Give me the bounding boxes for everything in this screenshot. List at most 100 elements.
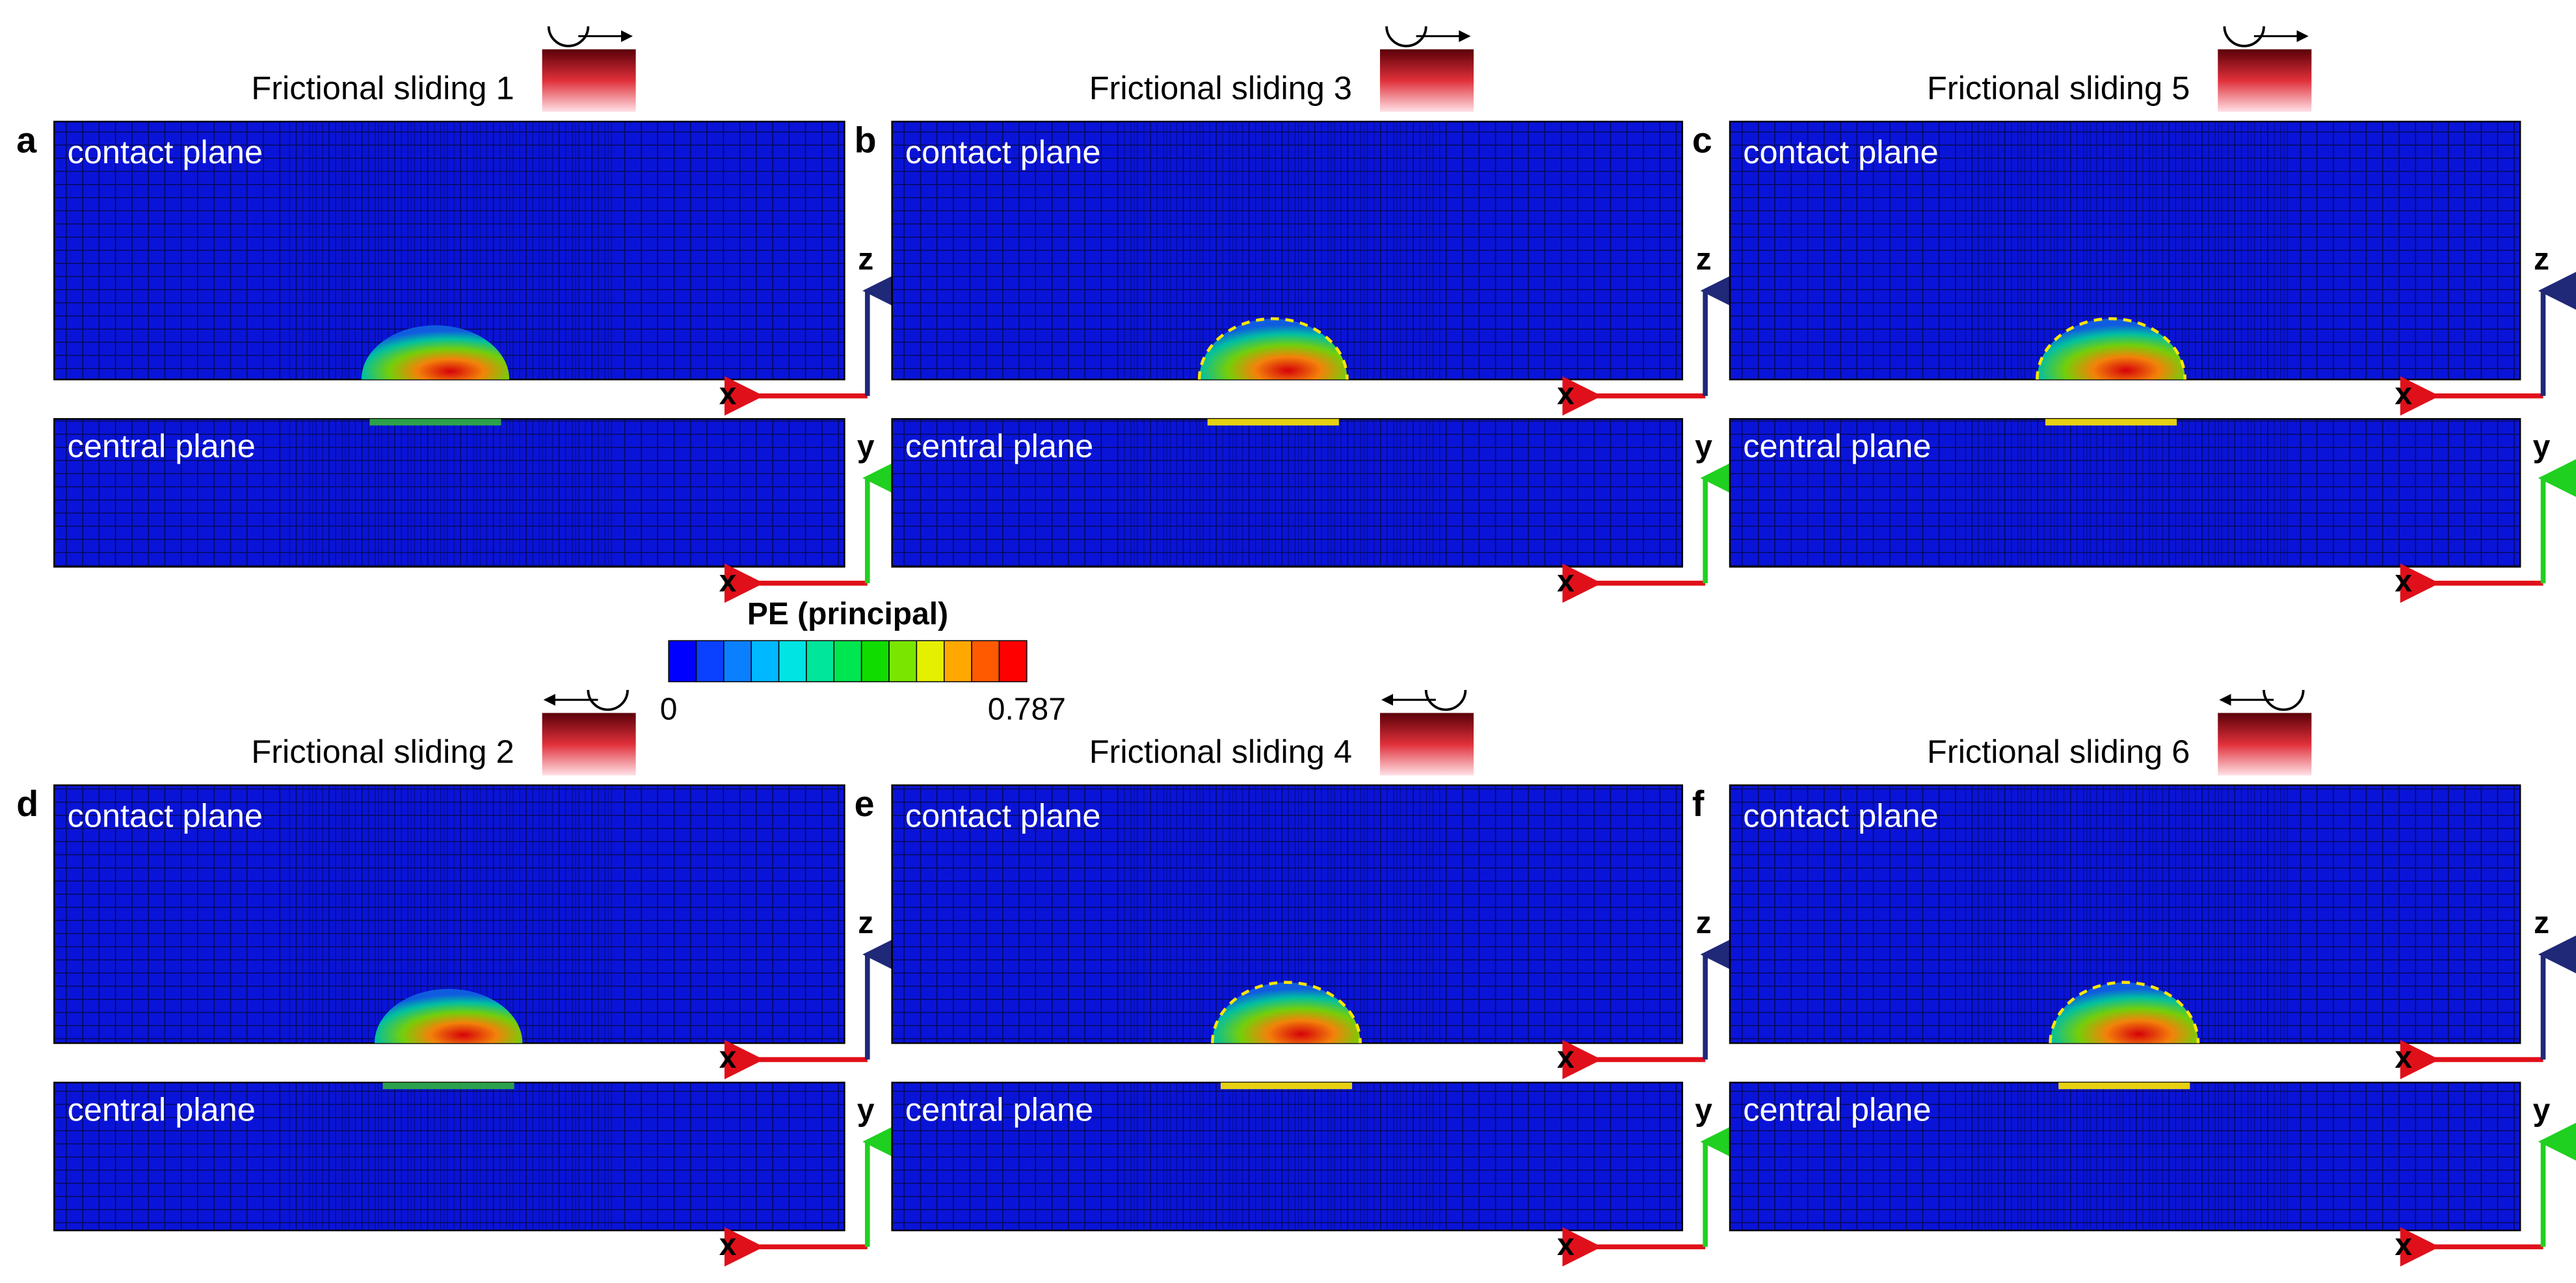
sample-block bbox=[2218, 49, 2312, 112]
x-axis-label: x bbox=[1557, 564, 1574, 598]
panel-title: Frictional sliding 6 bbox=[1927, 733, 2190, 770]
colorbar-min: 0 bbox=[660, 693, 678, 727]
contact-plane-label: contact plane bbox=[68, 797, 263, 834]
colorbar-segment bbox=[778, 640, 807, 683]
colorbar-segment bbox=[833, 640, 862, 683]
vertical-axis-label: z bbox=[2534, 906, 2549, 940]
x-axis-label: x bbox=[719, 564, 737, 598]
central-plane-label: central plane bbox=[905, 1091, 1093, 1128]
indenter bbox=[1424, 689, 1467, 711]
zone-strip bbox=[1207, 419, 1339, 426]
panel-title: Frictional sliding 5 bbox=[1927, 69, 2190, 106]
indenter bbox=[587, 689, 629, 711]
colorbar-segment bbox=[888, 640, 918, 683]
panel: Frictional sliding 4 e contact plane centra… bbox=[855, 689, 1740, 1267]
x-axis-label: x bbox=[1557, 1228, 1574, 1262]
zone-outline bbox=[1197, 317, 1349, 380]
x-axis-label: x bbox=[719, 1040, 737, 1075]
colorbar-segment bbox=[860, 640, 890, 683]
x-axis-label: x bbox=[2395, 1040, 2412, 1075]
x-axis-label: x bbox=[2395, 564, 2412, 598]
contact-plane-label: contact plane bbox=[1743, 797, 1939, 834]
panel-title: Frictional sliding 3 bbox=[1089, 69, 1352, 106]
vertical-axis-label: y bbox=[857, 1093, 875, 1128]
strain-zone bbox=[1212, 982, 1361, 1044]
panel: Frictional sliding 6 f contact plane centra… bbox=[1692, 689, 2576, 1267]
x-axis-label: x bbox=[1557, 377, 1574, 412]
panel-letter: c bbox=[1692, 120, 1712, 160]
vertical-axis-label: z bbox=[858, 242, 873, 276]
vertical-axis-label: y bbox=[1695, 1093, 1712, 1128]
strain-zone bbox=[2050, 982, 2198, 1044]
colorbar-segment bbox=[916, 640, 945, 683]
sample-block bbox=[542, 49, 636, 112]
indenter bbox=[547, 26, 590, 47]
vertical-axis-label: y bbox=[2533, 429, 2551, 464]
contact-plane-label: contact plane bbox=[68, 133, 263, 170]
central-plane-fine bbox=[1122, 1083, 1451, 1230]
x-axis-label: x bbox=[2395, 1228, 2412, 1262]
colorbar-title: PE (principal) bbox=[747, 597, 948, 631]
x-axis-label: x bbox=[719, 1228, 737, 1262]
strain-strip bbox=[369, 419, 501, 426]
central-plane-fine bbox=[1122, 419, 1451, 566]
panel-letter: a bbox=[16, 120, 37, 160]
colorbar-segment bbox=[998, 640, 1028, 683]
sample-block bbox=[1379, 713, 1474, 776]
indenter bbox=[1385, 26, 1427, 47]
colorbar-segment bbox=[750, 640, 780, 683]
central-plane-label: central plane bbox=[905, 427, 1093, 464]
panel-letter: d bbox=[16, 784, 38, 824]
central-plane-fine bbox=[284, 1083, 613, 1230]
vertical-axis-label: z bbox=[858, 906, 873, 940]
x-axis-label: x bbox=[719, 377, 737, 412]
panel-letter: e bbox=[855, 784, 875, 824]
x-axis-label: x bbox=[1557, 1040, 1574, 1075]
colorbar-segment bbox=[723, 640, 752, 683]
sample-block bbox=[2218, 713, 2312, 776]
zone-strip bbox=[2058, 1082, 2190, 1089]
central-plane-fine bbox=[284, 419, 613, 566]
central-plane-label: central plane bbox=[68, 1091, 256, 1128]
panel: Frictional sliding 2 d contact plane centra… bbox=[16, 689, 902, 1267]
colorbar-segment bbox=[971, 640, 1000, 683]
colorbar-segment bbox=[668, 640, 697, 683]
x-axis-label: x bbox=[2395, 377, 2412, 412]
zone-outline bbox=[2049, 981, 2200, 1044]
panel-title: Frictional sliding 1 bbox=[251, 69, 514, 106]
panel: Frictional sliding 3 b contact plane centra… bbox=[855, 26, 1740, 603]
indenter bbox=[2223, 26, 2265, 47]
panel: Frictional sliding 1 a contact plane centra… bbox=[16, 26, 902, 603]
zone-strip bbox=[1220, 1082, 1353, 1089]
zone-strip bbox=[2045, 419, 2177, 426]
panel-letter: b bbox=[855, 120, 877, 160]
vertical-axis-label: y bbox=[1695, 429, 1712, 464]
strain-zone bbox=[361, 325, 510, 380]
vertical-axis-label: z bbox=[2534, 242, 2549, 276]
strain-zone bbox=[374, 988, 523, 1044]
strain-zone bbox=[2037, 319, 2185, 380]
vertical-axis-label: z bbox=[1696, 242, 1712, 276]
sample-block bbox=[542, 713, 636, 776]
central-plane-fine bbox=[1959, 419, 2289, 566]
zone-outline bbox=[2036, 317, 2187, 380]
central-plane-label: central plane bbox=[1743, 427, 1931, 464]
contact-plane-label: contact plane bbox=[1743, 133, 1939, 170]
panel-title: Frictional sliding 2 bbox=[251, 733, 514, 770]
colorbar-max: 0.787 bbox=[988, 693, 1066, 727]
panel: Frictional sliding 5 c contact plane centra… bbox=[1692, 26, 2576, 603]
colorbar-segment bbox=[806, 640, 835, 683]
contact-plane-label: contact plane bbox=[905, 133, 1101, 170]
central-plane-label: central plane bbox=[1743, 1091, 1931, 1128]
indenter bbox=[2263, 689, 2305, 711]
vertical-axis-label: y bbox=[2533, 1093, 2551, 1128]
vertical-axis-label: z bbox=[1696, 906, 1712, 940]
contact-plane-label: contact plane bbox=[905, 797, 1101, 834]
colorbar-segment bbox=[695, 640, 724, 683]
sample-block bbox=[1379, 49, 1474, 112]
colorbar-segment bbox=[943, 640, 972, 683]
panel-letter: f bbox=[1692, 784, 1705, 824]
zone-outline bbox=[1211, 981, 1362, 1044]
strain-zone bbox=[1199, 319, 1348, 380]
